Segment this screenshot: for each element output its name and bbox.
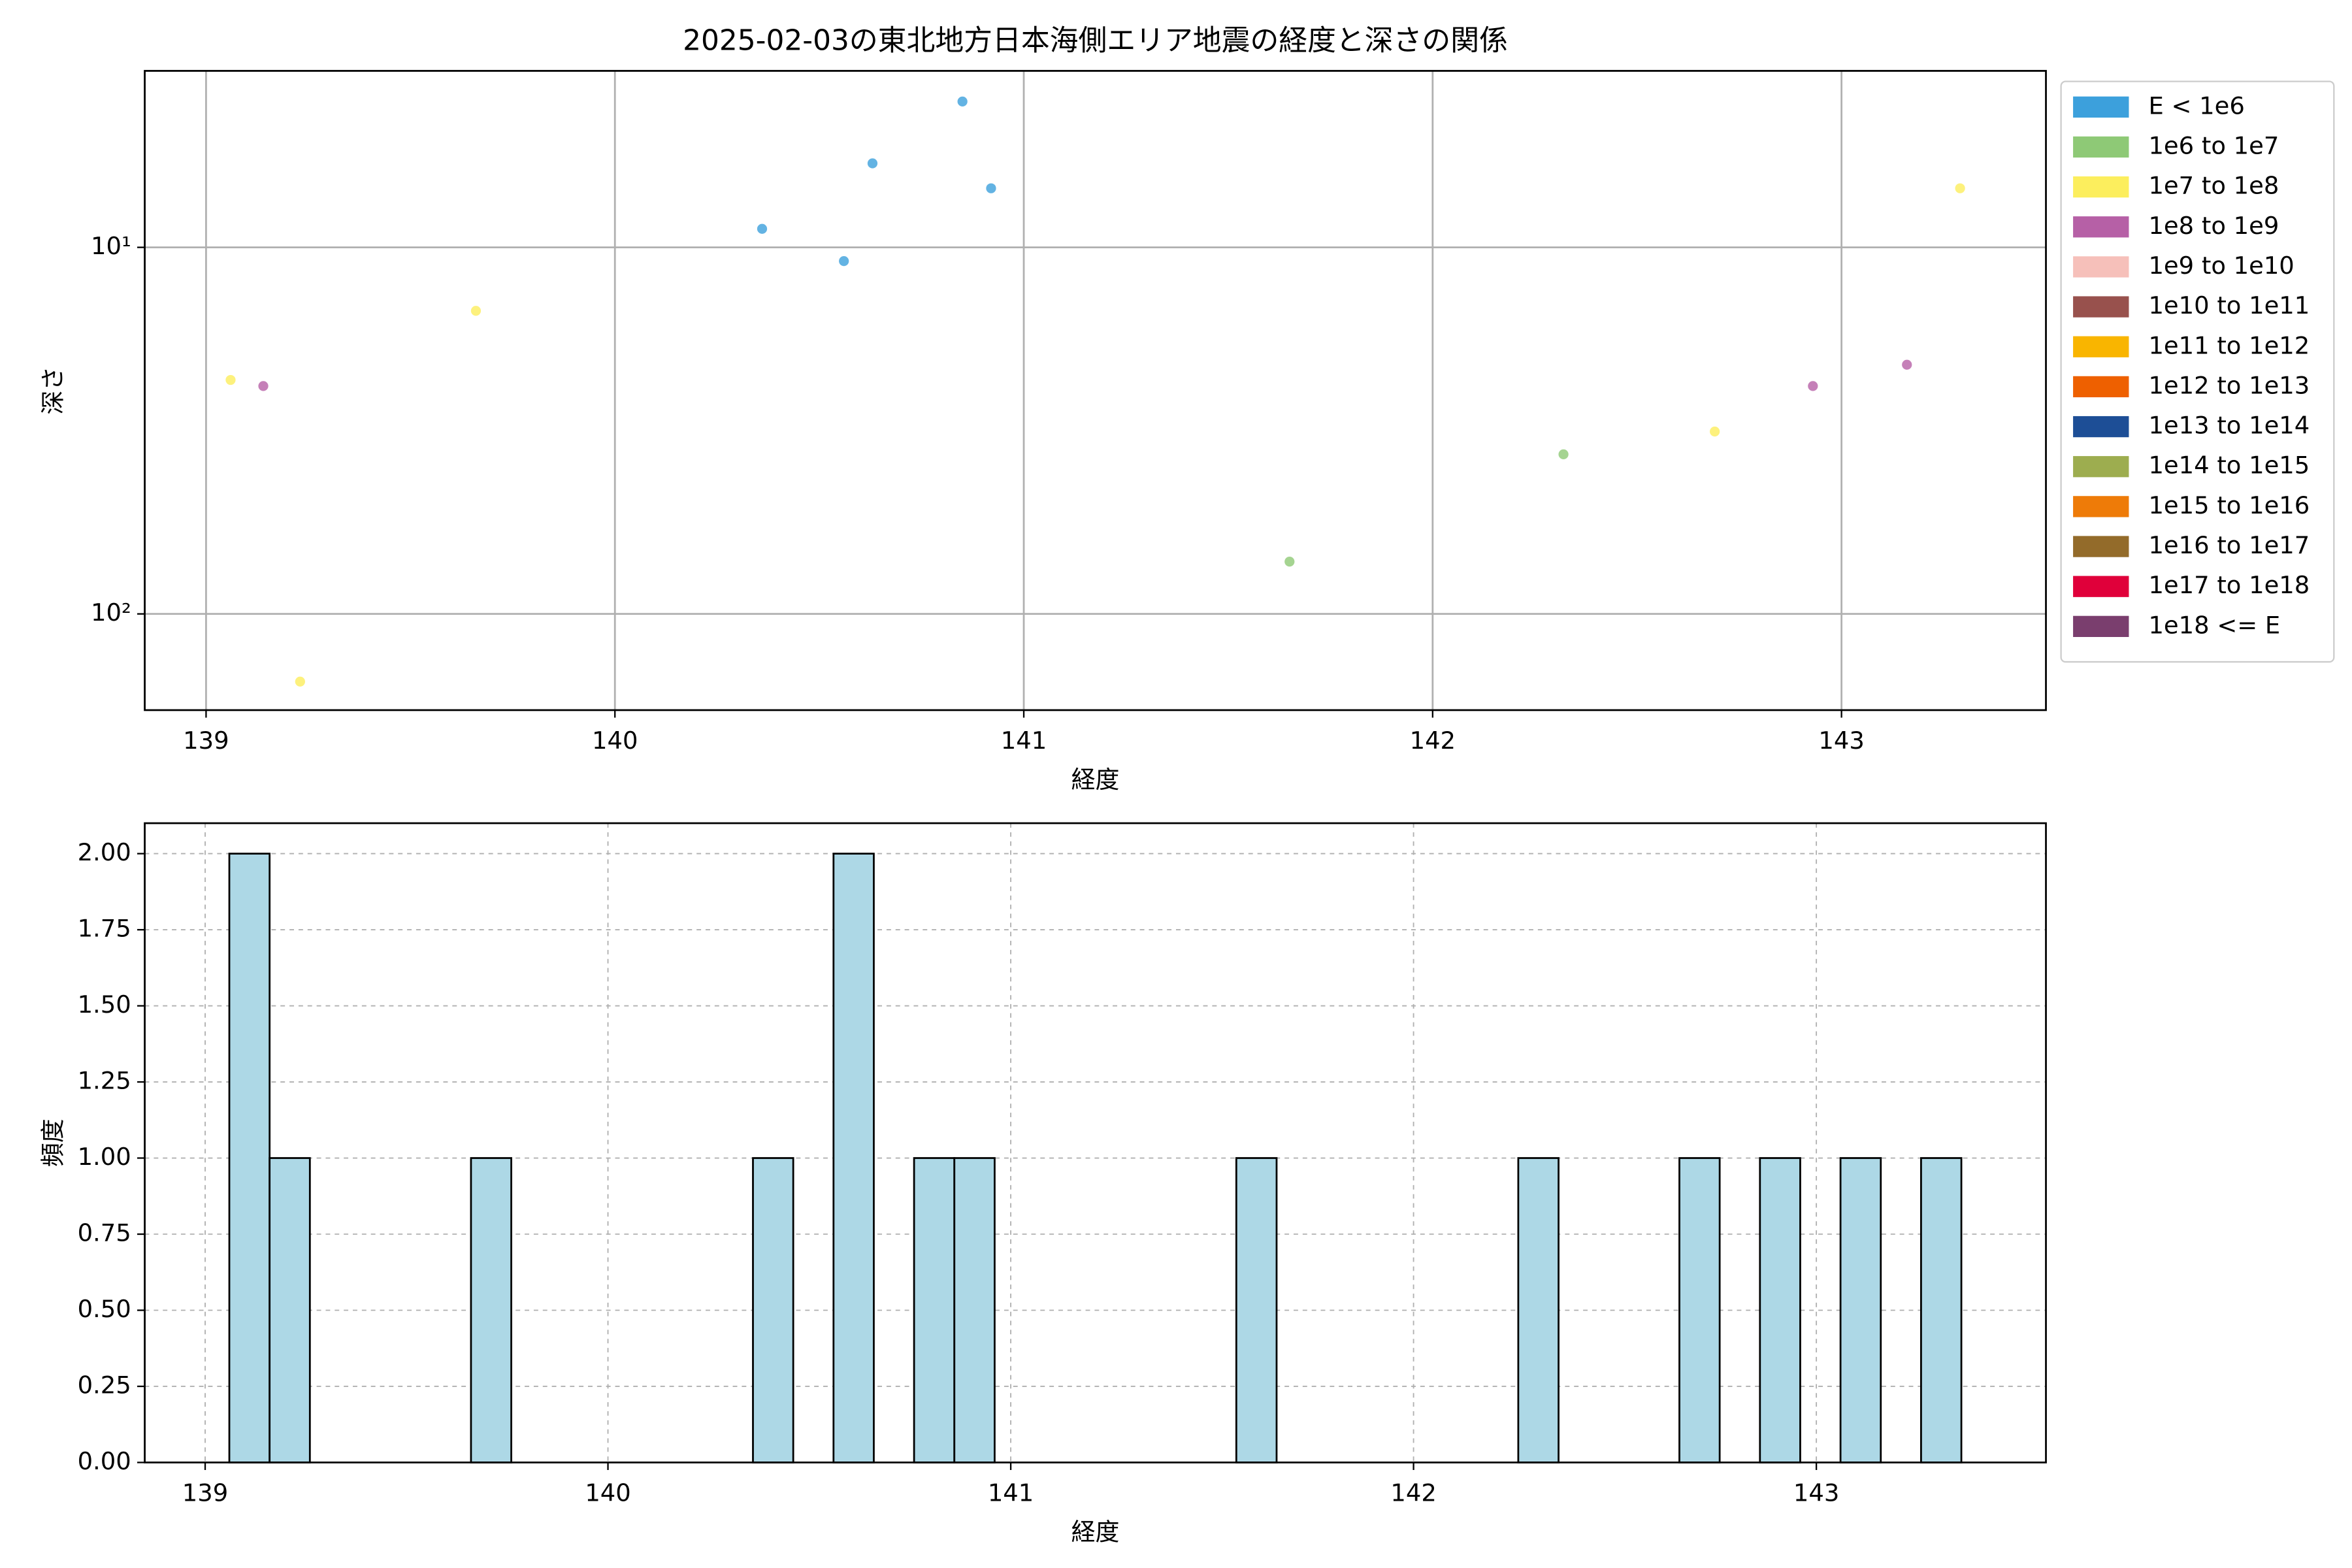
y-tick-label: 1.25	[78, 1067, 131, 1095]
y-tick-label: 1.75	[78, 915, 131, 943]
bar	[228, 853, 271, 1463]
legend-swatch	[2073, 536, 2129, 557]
legend-label: 1e18 <= E	[2148, 611, 2280, 639]
legend-label: 1e16 to 1e17	[2148, 531, 2310, 559]
point	[1808, 381, 1818, 391]
point	[867, 158, 878, 169]
x-tick-label: 143	[1793, 1478, 1839, 1507]
bar	[1678, 1157, 1721, 1463]
legend-label: 1e12 to 1e13	[2148, 371, 2310, 399]
bar	[1517, 1157, 1560, 1463]
y-tick-label: 10¹	[91, 232, 131, 260]
x-axis-label: 経度	[1071, 766, 1120, 794]
point	[957, 96, 968, 106]
legend-label: 1e9 to 1e10	[2148, 252, 2294, 280]
bar	[1759, 1157, 1801, 1463]
point	[470, 306, 482, 316]
point	[295, 676, 305, 687]
plot-frame	[144, 70, 2047, 711]
x-tick-label: 140	[592, 727, 638, 755]
x-tick-label: 141	[1001, 727, 1047, 755]
y-tick-label: 1.00	[78, 1143, 131, 1171]
legend-label: E < 1e6	[2148, 91, 2244, 120]
point	[1284, 557, 1295, 567]
x-tick-label: 139	[182, 1478, 228, 1507]
bar	[470, 1157, 512, 1463]
point	[986, 183, 996, 193]
x-tick-label: 142	[1410, 727, 1456, 755]
y-tick-label: 2.00	[78, 838, 131, 866]
legend-swatch	[2073, 336, 2129, 357]
y-axis-label: 深さ	[39, 367, 67, 415]
legend-label: 1e11 to 1e12	[2148, 331, 2310, 359]
legend-swatch	[2073, 296, 2129, 318]
legend-label: 1e6 to 1e7	[2148, 132, 2279, 160]
point	[1902, 359, 1912, 370]
legend-swatch	[2073, 456, 2129, 478]
point	[1710, 426, 1720, 437]
x-tick-label: 139	[183, 727, 229, 755]
point	[258, 381, 269, 391]
bar	[913, 1157, 956, 1463]
bar	[1235, 1157, 1278, 1463]
x-axis-label: 経度	[1071, 1518, 1120, 1546]
legend-label: 1e17 to 1e18	[2148, 571, 2310, 599]
point	[225, 374, 236, 385]
y-tick-label: 0.00	[78, 1447, 131, 1475]
legend-label: 1e13 to 1e14	[2148, 412, 2310, 440]
legend-label: 1e15 to 1e16	[2148, 491, 2310, 519]
y-tick-label: 0.25	[78, 1371, 131, 1399]
legend-box	[2060, 80, 2335, 663]
bar	[269, 1157, 311, 1463]
legend-swatch	[2073, 615, 2129, 637]
legend-swatch	[2073, 256, 2129, 278]
bar	[752, 1157, 794, 1463]
legend-label: 1e10 to 1e11	[2148, 291, 2310, 319]
legend-label: 1e14 to 1e15	[2148, 451, 2310, 480]
point	[839, 255, 849, 267]
x-tick-label: 142	[1390, 1478, 1436, 1507]
legend-label: 1e7 to 1e8	[2148, 172, 2279, 200]
bar	[1839, 1157, 1882, 1463]
y-axis-label: 頻度	[39, 1119, 67, 1167]
y-tick-label: 0.75	[78, 1219, 131, 1247]
legend-swatch	[2073, 136, 2129, 158]
point	[1558, 449, 1569, 460]
legend-swatch	[2073, 96, 2129, 118]
y-tick-label: 0.50	[78, 1295, 131, 1323]
x-tick-label: 143	[1818, 727, 1864, 755]
legend-swatch	[2073, 416, 2129, 438]
chart-title: 2025-02-03の東北地方日本海側エリア地震の経度と深さの関係	[683, 24, 1508, 57]
bar	[953, 1157, 996, 1463]
point	[757, 223, 768, 234]
legend-swatch	[2073, 376, 2129, 398]
y-tick-label: 1.50	[78, 990, 131, 1019]
plot-frame	[144, 822, 2047, 1463]
x-tick-label: 140	[585, 1478, 630, 1507]
legend-label: 1e8 to 1e9	[2148, 212, 2279, 240]
y-tick-label: 10²	[91, 598, 131, 627]
bar	[1920, 1157, 1963, 1463]
legend-swatch	[2073, 576, 2129, 597]
legend-swatch	[2073, 176, 2129, 198]
legend-swatch	[2073, 496, 2129, 517]
x-tick-label: 141	[988, 1478, 1034, 1507]
bar	[832, 853, 875, 1463]
legend-swatch	[2073, 216, 2129, 238]
point	[1955, 183, 1965, 193]
